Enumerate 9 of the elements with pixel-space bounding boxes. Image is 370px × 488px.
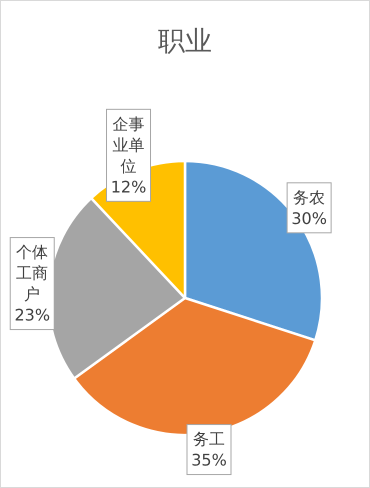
slice-label: 务工 xyxy=(193,430,226,449)
slice-label: 务农 xyxy=(293,188,326,207)
data-label: 12% xyxy=(110,177,146,196)
chart-title: 职业 xyxy=(158,26,212,57)
data-label: 35% xyxy=(191,450,227,470)
slice-label: 个体工商户 xyxy=(16,242,48,304)
slice-label: 企事业单位 xyxy=(112,114,145,176)
data-label: 23% xyxy=(14,306,50,325)
data-label: 30% xyxy=(291,208,327,228)
